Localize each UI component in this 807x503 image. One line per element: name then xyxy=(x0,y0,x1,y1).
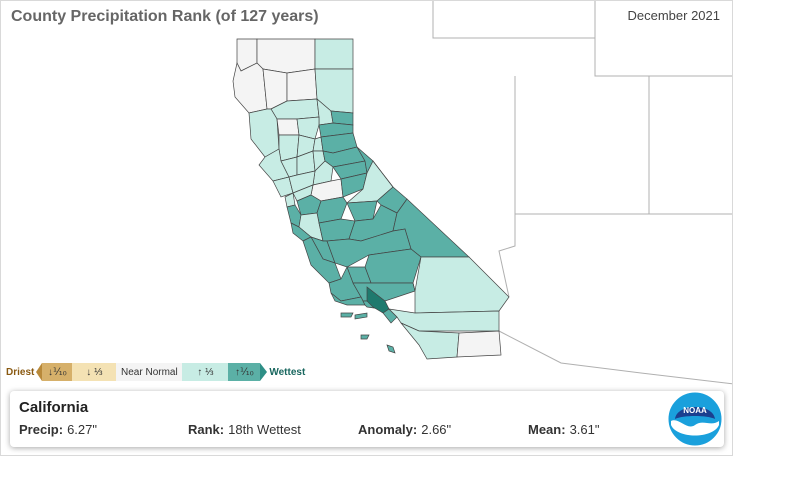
legend: Driest ↓⅒ ↓ ⅓ Near Normal ↑ ⅓ ↑⅒ Wettest xyxy=(4,363,307,381)
california-counties[interactable] xyxy=(232,38,510,360)
county-glenn xyxy=(276,118,300,136)
county-san-bernardino xyxy=(412,256,510,314)
precip-stat: Precip: 6.27" xyxy=(19,422,97,437)
anomaly-label: Anomaly: xyxy=(358,422,418,437)
noaa-logo-icon: NOAA xyxy=(667,391,723,447)
legend-right-arrow-icon xyxy=(260,363,268,381)
legend-left-arrow-icon xyxy=(36,363,43,381)
county-humboldt xyxy=(232,61,268,114)
precip-label: Precip: xyxy=(19,422,64,437)
neighbor-states xyxy=(432,1,732,385)
county-riverside xyxy=(387,308,500,332)
county-butte xyxy=(296,116,320,140)
precip-value: 6.27" xyxy=(67,422,97,437)
mean-label: Mean: xyxy=(528,422,566,437)
mean-value: 3.61" xyxy=(569,422,600,437)
county-fresno xyxy=(326,228,412,268)
county-channel-island-3 xyxy=(360,334,370,340)
anomaly-stat: Anomaly: 2.66" xyxy=(358,422,451,437)
county-mariposa xyxy=(346,200,378,222)
legend-bin-wettest-third: ↑ ⅓ xyxy=(182,363,229,381)
county-channel-island-2 xyxy=(354,312,368,320)
rank-label: Rank: xyxy=(188,422,225,437)
county-channel-island-1 xyxy=(340,312,354,318)
legend-bin-driest-third: ↓ ⅓ xyxy=(72,363,117,381)
county-shasta xyxy=(286,68,318,102)
county-solano xyxy=(288,170,316,194)
region-info-card: California Precip: 6.27" Rank: 18th Wettes… xyxy=(10,391,724,447)
period-label: December 2021 xyxy=(627,8,721,23)
county-channel-island-4 xyxy=(386,344,396,354)
rank-value: 18th Wettest xyxy=(228,422,301,437)
legend-bin-near-normal: Near Normal xyxy=(116,363,183,381)
mean-stat: Mean: 3.61" xyxy=(528,422,599,437)
county-nevada xyxy=(318,122,354,138)
county-siskiyou xyxy=(256,38,316,74)
county-mendocino xyxy=(248,108,280,158)
legend-wettest-label: Wettest xyxy=(269,366,306,378)
county-tulare xyxy=(364,248,422,284)
noaa-logo-text: NOAA xyxy=(683,406,707,415)
county-kern xyxy=(352,282,416,302)
legend-driest-label: Driest xyxy=(6,366,35,378)
anomaly-value: 2.66" xyxy=(421,422,452,437)
map-frame: County Precipitation Rank (of 127 years)… xyxy=(0,0,733,456)
county-monterey xyxy=(302,236,342,284)
legend-bin-wettest-tenth: ↑⅒ xyxy=(228,363,261,381)
region-name: California xyxy=(19,399,89,416)
map-title: County Precipitation Rank (of 127 years) xyxy=(11,8,319,25)
rank-stat: Rank: 18th Wettest xyxy=(188,422,301,437)
county-map[interactable] xyxy=(1,1,733,456)
county-imperial xyxy=(456,330,502,358)
legend-bin-driest-tenth: ↓⅒ xyxy=(42,363,73,381)
county-modoc xyxy=(314,38,354,70)
